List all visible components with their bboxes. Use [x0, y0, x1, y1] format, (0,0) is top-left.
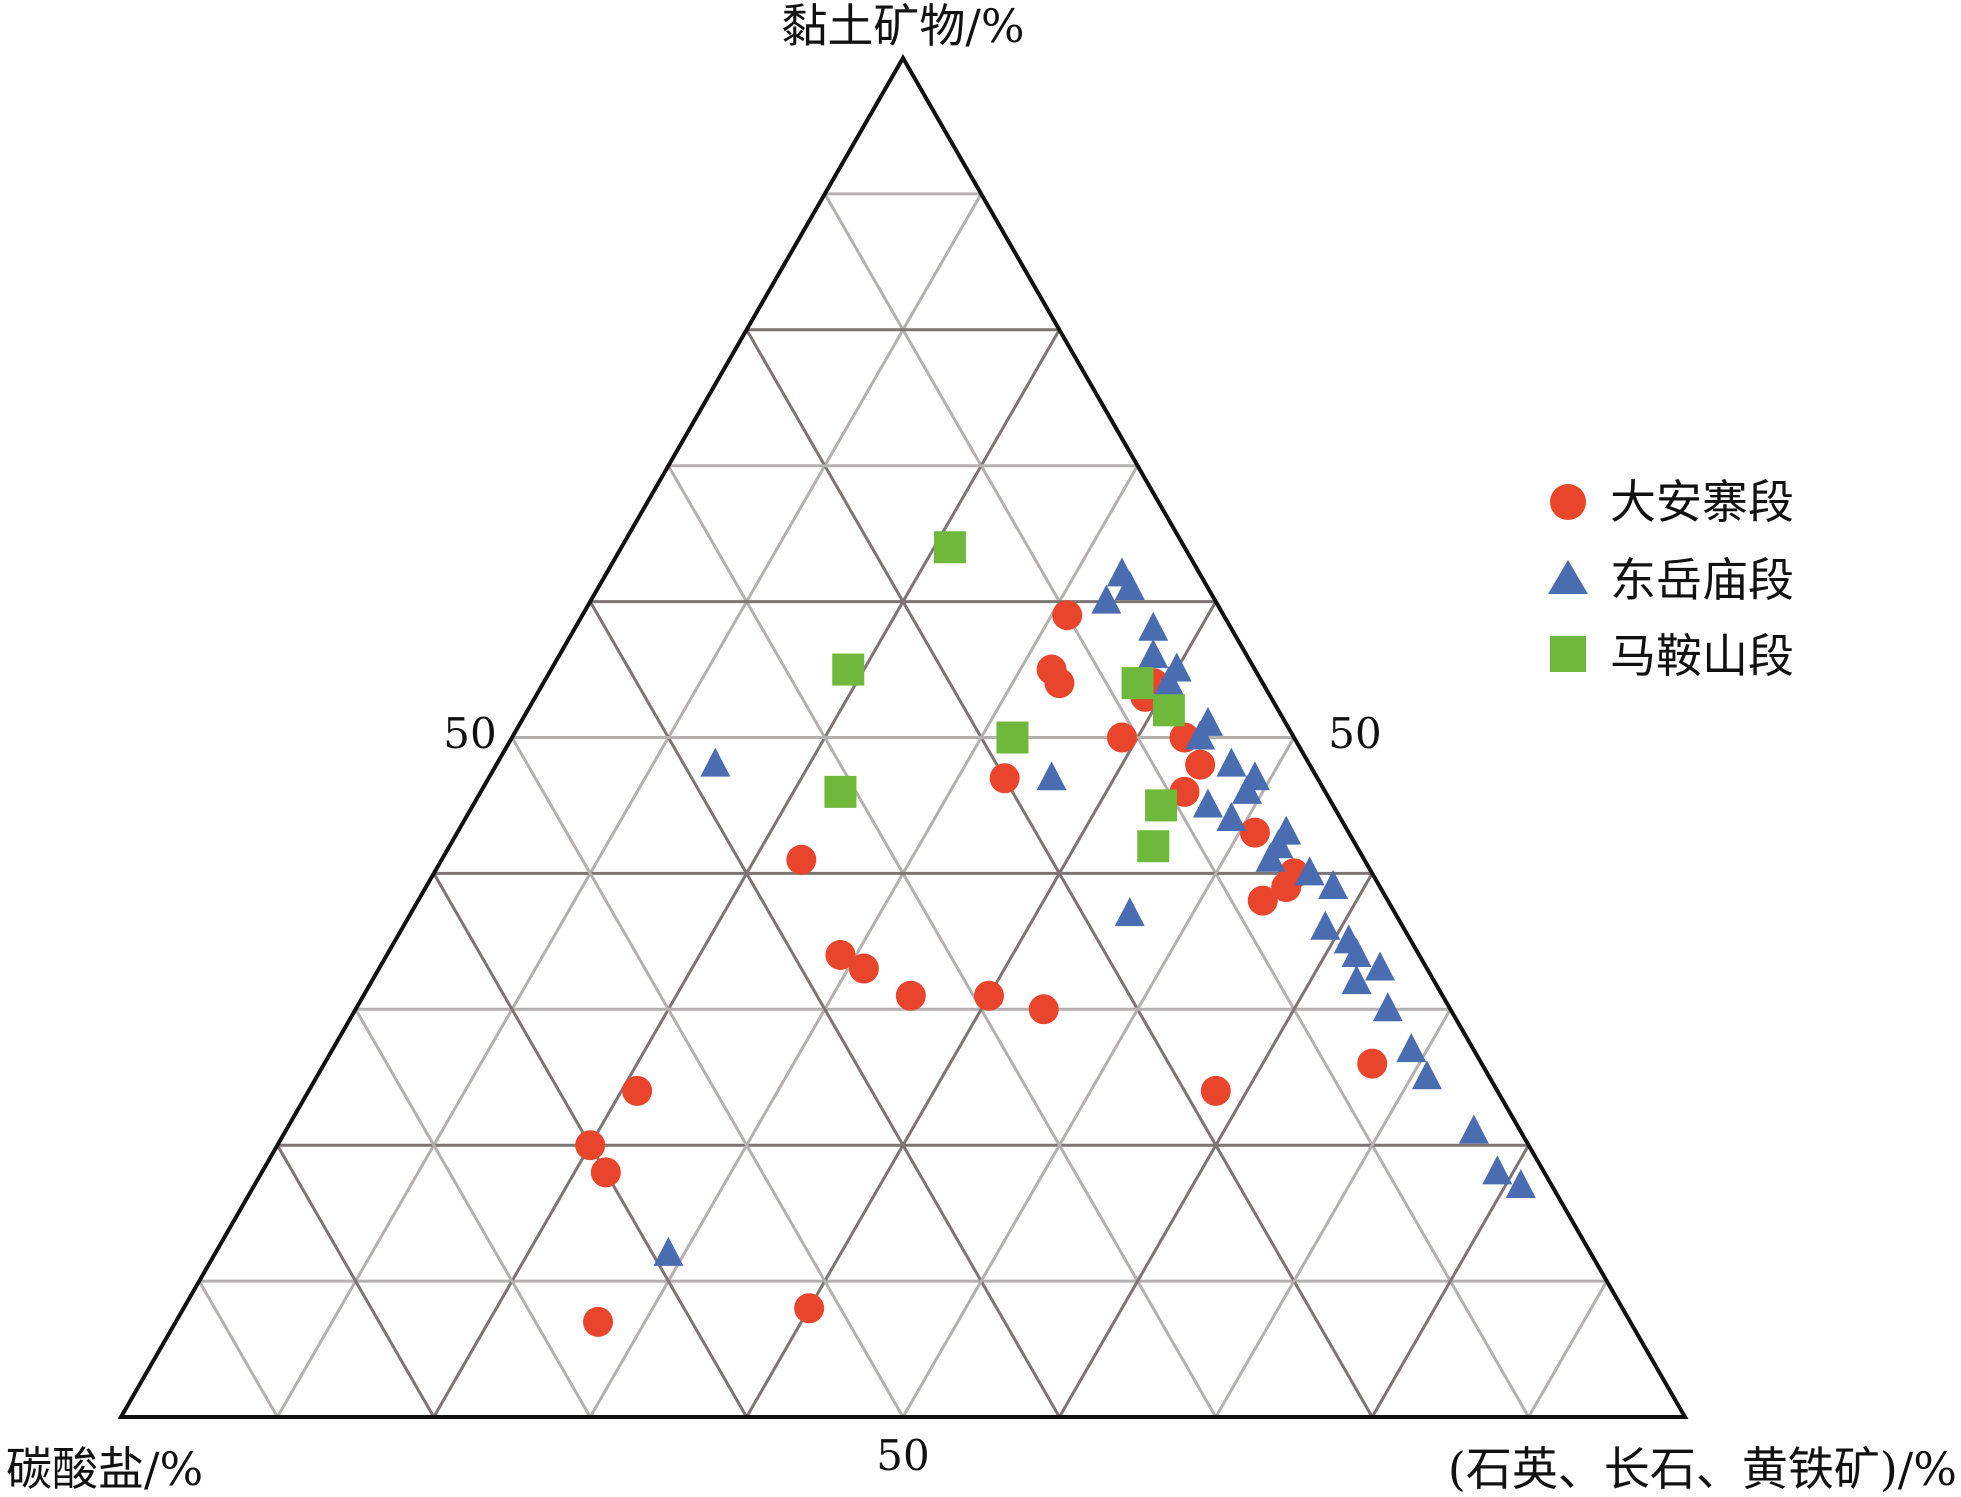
data-point-circle — [848, 953, 879, 984]
data-point-circle — [1044, 668, 1075, 699]
data-point-triangle — [1138, 638, 1169, 668]
data-point-triangle — [1138, 611, 1169, 641]
left-edge-tick-label: 50 — [443, 709, 496, 758]
data-point-square — [933, 531, 966, 564]
data-point-circle — [583, 1306, 614, 1337]
data-point-triangle — [1341, 965, 1372, 995]
data-point-square — [996, 721, 1029, 754]
legend-label: 马鞍山段 — [1610, 629, 1794, 683]
legend: 大安寨段 东岳庙段 马鞍山段 — [1548, 475, 1794, 683]
right-axis-title: (石英、长石、黄铁矿)/% — [1448, 1442, 1957, 1496]
data-point-circle — [622, 1075, 653, 1106]
grid-line-carbonate — [510, 736, 905, 1418]
legend-marker-circle — [1550, 484, 1586, 520]
data-point-triangle — [1153, 666, 1184, 696]
legend-item-1: 东岳庙段 — [1548, 553, 1794, 607]
grid-line-qfp — [1527, 1280, 1609, 1418]
data-point-circle — [786, 844, 817, 875]
top-axis-title: 黏土矿物/% — [781, 0, 1024, 53]
data-point-circle — [794, 1293, 825, 1324]
legend-item-0: 大安寨段 — [1550, 475, 1794, 529]
data-point-square — [1152, 694, 1185, 727]
data-point-triangle — [1482, 1155, 1513, 1185]
data-point-circle — [1239, 817, 1270, 848]
data-point-triangle — [1341, 937, 1372, 967]
data-point-triangle — [1255, 842, 1286, 872]
data-point-triangle — [1396, 1033, 1427, 1063]
grid-line-qfp — [1058, 872, 1374, 1418]
data-point-circle — [1200, 1075, 1231, 1106]
data-point-triangle — [1185, 720, 1216, 750]
triangle-frame — [117, 53, 1689, 1419]
data-point-circle — [989, 763, 1020, 794]
data-point-triangle — [1372, 992, 1403, 1022]
data-point-square — [1137, 830, 1170, 863]
grid-line-qfp — [1214, 1008, 1452, 1418]
points-layer — [575, 531, 1536, 1337]
bottom-edge-tick-label: 50 — [876, 1431, 929, 1480]
data-point-square — [832, 653, 865, 686]
grid-line-qfp — [1370, 1144, 1530, 1418]
legend-marker-triangle — [1548, 560, 1588, 594]
grid-layer — [197, 192, 1609, 1418]
legend-label: 大安寨段 — [1610, 475, 1794, 529]
data-point-circle — [1357, 1048, 1388, 1079]
data-point-circle — [1028, 994, 1059, 1025]
data-point-triangle — [1036, 761, 1067, 791]
data-point-triangle — [1232, 774, 1263, 804]
data-point-triangle — [1114, 571, 1145, 601]
data-point-square — [824, 775, 857, 808]
data-point-triangle — [1365, 951, 1396, 981]
data-point-triangle — [1411, 1060, 1442, 1090]
data-point-triangle — [1091, 584, 1122, 614]
grid-line-carbonate — [354, 1008, 592, 1418]
grid-line-qfp — [901, 736, 1296, 1418]
data-point-circle — [825, 939, 856, 970]
data-point-circle — [575, 1130, 606, 1161]
data-point-triangle — [1216, 747, 1247, 777]
grid-line-carbonate — [667, 464, 1218, 1418]
data-point-triangle — [1505, 1168, 1536, 1198]
data-point-triangle — [1216, 802, 1247, 832]
data-point-circle — [590, 1157, 621, 1188]
grid-line-qfp — [588, 464, 1139, 1418]
legend-marker-square — [1550, 636, 1586, 672]
data-point-triangle — [1310, 910, 1341, 940]
data-point-triangle — [1294, 856, 1325, 886]
data-point-circle — [974, 980, 1005, 1011]
data-point-triangle — [1458, 1114, 1489, 1144]
data-point-square — [1145, 789, 1178, 822]
grid-line-qfp — [276, 193, 983, 1418]
data-point-triangle — [1318, 869, 1349, 899]
grid-line-carbonate — [276, 1144, 436, 1418]
grid-line-carbonate — [197, 1280, 279, 1418]
right-edge-tick-label: 50 — [1328, 709, 1381, 758]
data-point-circle — [895, 980, 926, 1011]
left-axis-title: 碳酸盐/% — [6, 1442, 203, 1496]
data-point-circle — [1247, 885, 1278, 916]
data-point-triangle — [700, 747, 731, 777]
legend-label: 东岳庙段 — [1610, 553, 1794, 607]
legend-item-2: 马鞍山段 — [1550, 629, 1794, 683]
data-point-circle — [1185, 749, 1216, 780]
data-point-square — [1121, 667, 1154, 700]
data-point-triangle — [1114, 897, 1145, 927]
data-point-circle — [1106, 722, 1137, 753]
data-point-triangle — [653, 1236, 684, 1266]
data-point-triangle — [1192, 788, 1223, 818]
data-point-circle — [1052, 600, 1083, 631]
